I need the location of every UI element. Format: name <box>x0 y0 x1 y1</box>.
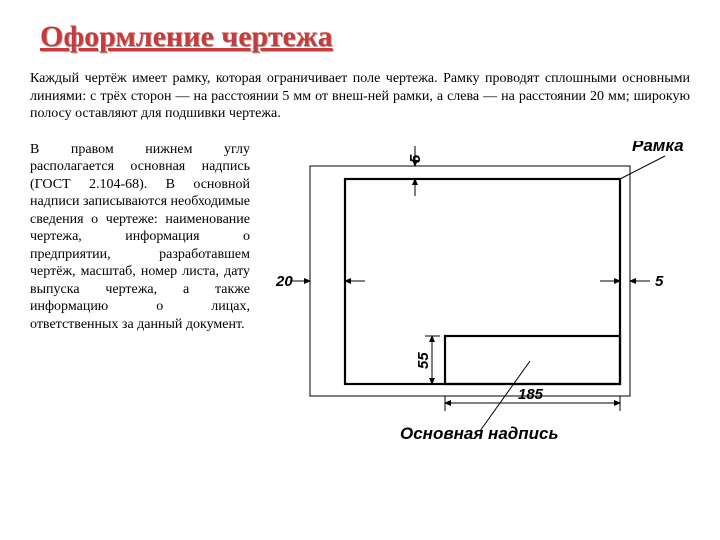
page-title: Оформление чертежа <box>40 20 690 54</box>
content-row: В правом нижнем углу располагается основ… <box>30 141 690 446</box>
diagram-container: 5 20 5 185 55 Рамка <box>270 141 690 446</box>
label-osnovnaya: Основная надпись <box>400 424 559 441</box>
dim-right: 5 <box>655 273 664 290</box>
intro-paragraph: Каждый чертёж имеет рамку, которая огран… <box>30 70 690 123</box>
frame-diagram: 5 20 5 185 55 Рамка <box>270 141 690 441</box>
dim-left: 20 <box>275 273 293 290</box>
label-ramka: Рамка <box>632 141 684 155</box>
body-paragraph: В правом нижнем углу располагается основ… <box>30 141 250 446</box>
dim-titleblock-w: 185 <box>518 386 544 403</box>
inner-frame <box>345 179 620 384</box>
dim-titleblock-h: 55 <box>415 351 432 368</box>
dim-top: 5 <box>407 154 424 163</box>
title-block-rect <box>445 336 620 384</box>
